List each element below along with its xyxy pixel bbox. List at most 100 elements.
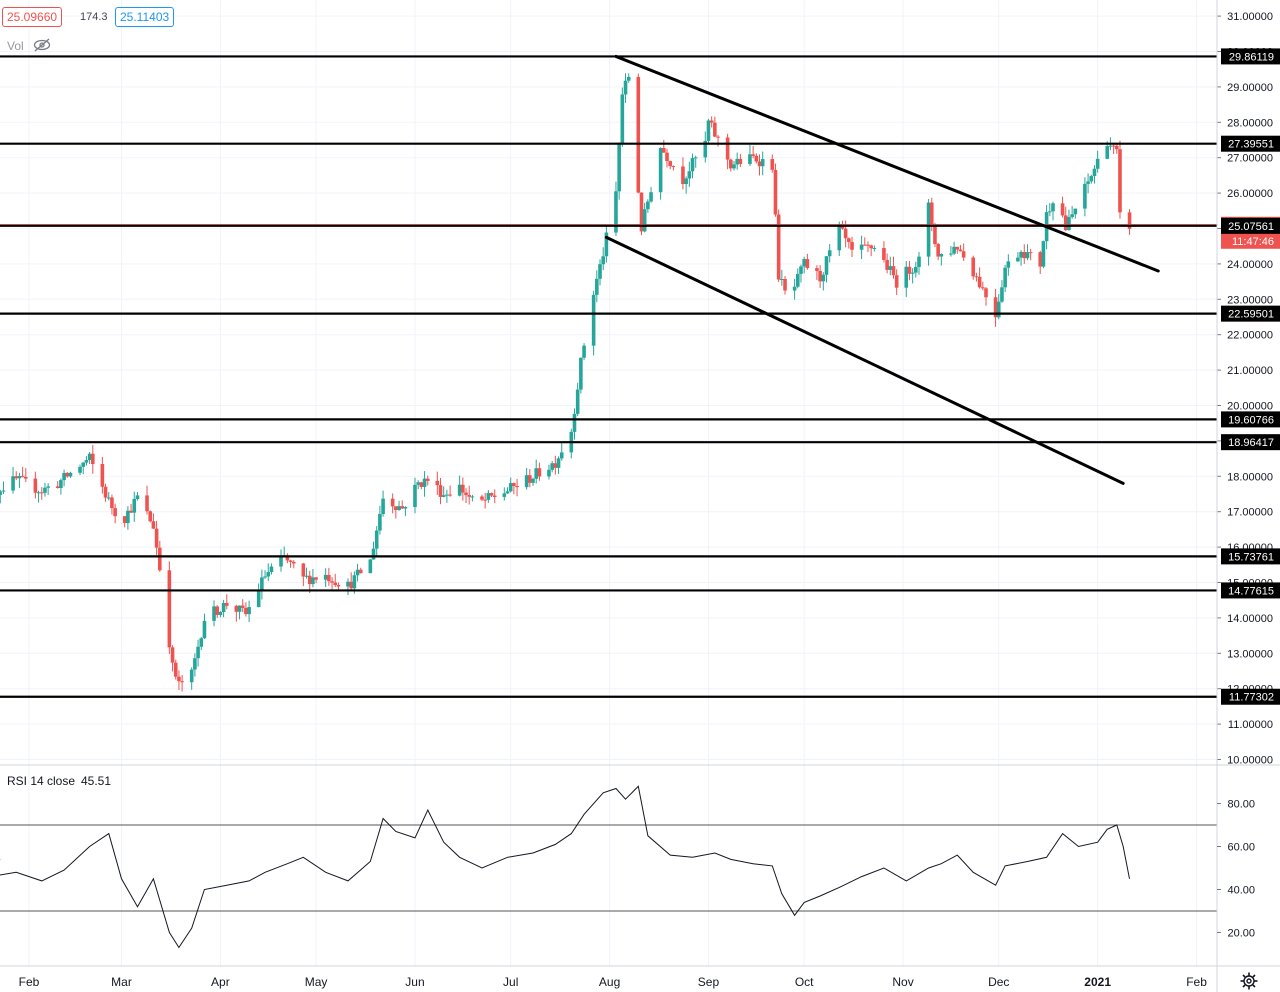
candle-body <box>368 559 373 574</box>
candle-body <box>330 581 334 583</box>
candle-body <box>512 483 516 486</box>
candle-body <box>888 266 893 270</box>
rsi-indicator-label[interactable]: RSI 14 close <box>7 774 76 788</box>
eye-hidden-icon[interactable] <box>33 38 51 52</box>
candle-body <box>65 472 70 477</box>
candle-body <box>904 266 909 288</box>
price-axis-label: 27.00000 <box>1227 153 1273 165</box>
candle-body <box>984 288 988 298</box>
horizontal-levels <box>0 55 1217 698</box>
candle-body <box>681 166 685 185</box>
price-axis-label: 14.00000 <box>1227 613 1273 625</box>
candle-body <box>751 154 755 156</box>
candle-body <box>154 528 159 548</box>
candle-body <box>961 251 966 258</box>
price-level-label: 19.60766 <box>1228 414 1274 426</box>
candle-body <box>636 76 641 193</box>
candle-body <box>234 605 239 612</box>
candle-body <box>1041 241 1046 267</box>
candle-body <box>106 497 111 499</box>
price-axis-label: 28.00000 <box>1227 117 1273 129</box>
candle-body <box>202 620 207 639</box>
x-axis-tick-label: Feb <box>1186 975 1207 989</box>
candle-body <box>515 485 519 488</box>
price-level-label: 29.86119 <box>1229 51 1274 63</box>
candle-body <box>59 480 63 489</box>
candle-body <box>770 159 775 170</box>
bid-price-box[interactable]: 25.09660 <box>2 7 63 27</box>
candle-body <box>1022 251 1027 259</box>
candle-body <box>346 581 350 587</box>
candle-body <box>371 548 376 560</box>
candle-body <box>894 275 899 288</box>
candle-body <box>394 506 398 511</box>
price-axis-label: 22.00000 <box>1227 330 1273 342</box>
x-axis-tick-label: Feb <box>19 975 40 989</box>
candle-body <box>445 494 449 496</box>
candle-body <box>240 605 245 608</box>
candle-body <box>604 232 609 257</box>
price-axis-label: 18.00000 <box>1227 471 1273 483</box>
candle-body <box>729 159 733 169</box>
candle-body <box>783 279 787 291</box>
candle-body <box>461 484 465 493</box>
candle-body <box>352 575 357 589</box>
candle-body <box>135 495 140 499</box>
candle-body <box>266 572 271 577</box>
candle-body <box>936 244 940 257</box>
candle-body <box>358 569 363 574</box>
candle-body <box>132 498 137 513</box>
candle-body <box>996 301 1001 318</box>
candle-body <box>502 493 507 497</box>
candle-body <box>598 264 602 279</box>
candle-body <box>14 476 19 479</box>
candle-body <box>62 472 66 481</box>
candle-body <box>601 256 605 265</box>
price-level-tag <box>1221 411 1280 428</box>
x-axis-tick-label: Jun <box>405 975 424 989</box>
price-level-label: 11.77302 <box>1229 692 1274 704</box>
axis-labels: Feb Mar Apr May Jun Jul Aug Sep Oct Nov Dec 2021 Feb… <box>19 11 1280 989</box>
rsi-pane <box>0 785 1217 949</box>
candle-body <box>1095 158 1100 169</box>
candle-body <box>1083 183 1087 209</box>
candle-body <box>1063 215 1068 231</box>
candle-body <box>827 250 832 257</box>
price-level-tag <box>1221 548 1280 565</box>
candle-body <box>955 246 960 250</box>
candle-body <box>129 510 133 513</box>
ask-price-box[interactable]: 25.11403 <box>115 7 175 27</box>
candle-body <box>958 249 963 252</box>
trend-lines <box>604 54 1160 485</box>
candle-body <box>824 256 829 275</box>
gear-icon[interactable] <box>1240 972 1258 990</box>
candle-body <box>55 486 60 489</box>
price-level-tag <box>1221 434 1280 451</box>
candle-body <box>716 136 720 138</box>
x-axis-tick-label: Aug <box>599 975 620 989</box>
candle-body <box>668 161 672 167</box>
candle-body <box>713 122 717 137</box>
candle-body <box>531 478 535 483</box>
candle-body <box>684 178 688 185</box>
candle-body <box>323 574 328 580</box>
price-level-label: 25.07561 <box>1228 221 1274 233</box>
candle-body <box>17 476 22 479</box>
candle-body <box>311 577 315 585</box>
candle-body <box>457 484 462 496</box>
candle-body <box>470 496 475 498</box>
candle-body <box>547 469 551 477</box>
price-axis-label: 10.00000 <box>1227 755 1273 767</box>
price-level-label: 22.59501 <box>1228 309 1274 321</box>
candle-body <box>167 570 172 648</box>
candle-body <box>760 159 765 167</box>
candle-body <box>738 158 743 164</box>
price-level-label: 14.77615 <box>1228 585 1274 597</box>
candle-body <box>642 209 647 232</box>
candle-body <box>33 478 38 493</box>
price-axis-label: 13.00000 <box>1227 648 1273 660</box>
candle-body <box>260 577 264 591</box>
candle-body <box>933 225 937 245</box>
